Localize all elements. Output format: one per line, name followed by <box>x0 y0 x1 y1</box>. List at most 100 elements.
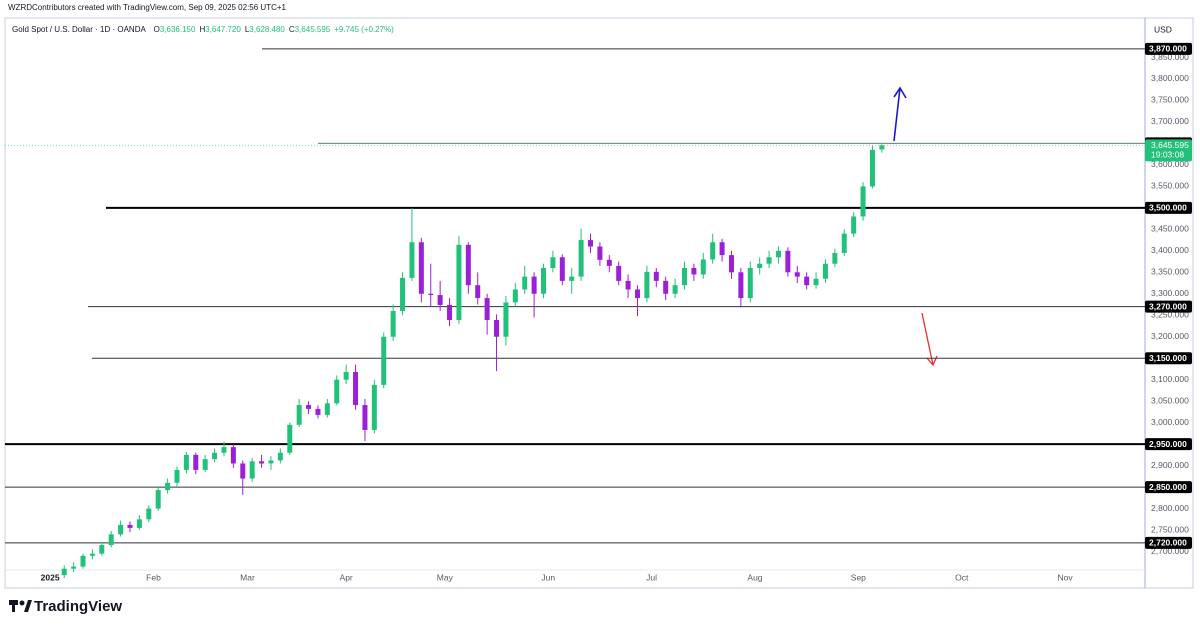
level-label: 3,870.000 <box>1149 44 1187 54</box>
candle-body <box>747 268 753 299</box>
candle-body <box>136 519 142 528</box>
candle-body <box>860 186 866 217</box>
legend-value: 3,647.720 <box>205 25 241 34</box>
candle-body <box>447 304 453 320</box>
y-tick-label: 3,550.000 <box>1151 181 1189 191</box>
legend-value: 3,628.480 <box>249 25 285 34</box>
symbol-legend: Gold Spot / U.S. Dollar · 1D · OANDA O3,… <box>12 25 394 34</box>
candle-body <box>578 240 584 277</box>
candle-body <box>512 289 518 303</box>
x-tick-label: Feb <box>146 572 161 582</box>
candle-body <box>738 272 744 299</box>
candle-body <box>146 508 152 520</box>
candle-body <box>193 454 199 470</box>
legend-prefix: H <box>199 25 205 34</box>
candle-body <box>813 278 819 286</box>
candle-body <box>61 568 67 576</box>
candle-body <box>785 250 791 273</box>
candle-body <box>681 268 687 286</box>
candle-body <box>569 276 575 281</box>
x-tick-label: Mar <box>240 572 255 582</box>
candle-body <box>390 310 396 337</box>
candle-body <box>155 490 161 509</box>
candle-body <box>165 482 171 491</box>
x-tick-label: Apr <box>340 572 353 582</box>
candle-body <box>794 272 800 277</box>
candle-body <box>804 276 810 286</box>
y-tick-label: 3,100.000 <box>1151 374 1189 384</box>
candle-body <box>588 240 594 247</box>
down-arrow <box>921 312 938 367</box>
level-label: 3,270.000 <box>1149 301 1187 311</box>
brand-logo <box>9 600 32 612</box>
candle-body <box>644 271 650 299</box>
x-tick-label: Jul <box>646 572 657 582</box>
candle-body <box>174 469 180 483</box>
candle-body <box>832 252 838 264</box>
candle-body <box>869 149 875 187</box>
candle-body <box>240 463 246 479</box>
x-tick-label: Aug <box>747 572 762 582</box>
candle-body <box>89 553 95 556</box>
candle-body <box>559 257 565 281</box>
y-tick-label: 2,700.000 <box>1151 546 1189 556</box>
legend-prefix: L <box>245 25 250 34</box>
legend-prefix: C <box>289 25 295 34</box>
candle-body <box>851 216 857 234</box>
candle-body <box>381 336 387 385</box>
candle-body <box>625 280 631 290</box>
y-tick-label: 3,450.000 <box>1151 224 1189 234</box>
candle-body <box>606 259 612 266</box>
x-tick-label: 2025 <box>41 572 60 582</box>
y-tick-label: 3,250.000 <box>1151 310 1189 320</box>
y-tick-label: 3,350.000 <box>1151 267 1189 277</box>
legend-value: 3,636.150 <box>160 25 196 34</box>
candle-body <box>287 424 293 453</box>
candle-body <box>230 447 236 464</box>
x-tick-label: May <box>437 572 454 582</box>
candle-body <box>268 460 274 464</box>
y-tick-label: 3,850.000 <box>1151 52 1189 62</box>
brand: TradingView <box>34 598 122 615</box>
candle-body <box>484 298 490 320</box>
candle-body <box>663 280 669 294</box>
candle-body <box>334 379 340 404</box>
candle-body <box>127 524 133 528</box>
y-tick-label: 3,400.000 <box>1151 245 1189 255</box>
y-tick-label: 3,600.000 <box>1151 159 1189 169</box>
candle-body <box>212 452 218 460</box>
candle-body <box>541 268 547 294</box>
candle-body <box>879 145 885 150</box>
last-price-label: 3,645.595 <box>1151 140 1189 150</box>
candle-body <box>437 295 443 305</box>
candle-body <box>672 285 678 294</box>
candle-body <box>700 259 706 275</box>
level-badge <box>1145 481 1192 494</box>
candle-body <box>428 293 434 296</box>
y-tick-label: 2,800.000 <box>1151 503 1189 513</box>
attribution: WZRDContributors created with TradingVie… <box>8 3 287 12</box>
candle-body <box>719 242 725 256</box>
currency: USD <box>1154 24 1172 34</box>
last-price-badge <box>1145 139 1192 162</box>
y-tick-label: 3,300.000 <box>1151 288 1189 298</box>
level-badge <box>1145 352 1192 365</box>
candle-body <box>400 277 406 311</box>
candle-body <box>324 403 330 415</box>
y-tick-label: 3,000.000 <box>1151 417 1189 427</box>
level-badge <box>1145 300 1192 313</box>
candle-body <box>522 276 528 290</box>
candle-body <box>757 263 763 269</box>
x-tick-label: Sep <box>851 572 866 582</box>
candle-body <box>306 405 312 409</box>
candle-body <box>183 454 189 470</box>
candle-body <box>343 371 349 380</box>
level-label: 2,720.000 <box>1149 538 1187 548</box>
level-badge <box>1145 536 1192 549</box>
legend-prefix: O <box>154 25 160 34</box>
level-badge <box>1145 42 1192 55</box>
y-tick-label: 3,050.000 <box>1151 395 1189 405</box>
level-label: 2,850.000 <box>1149 482 1187 492</box>
candle-body <box>494 319 500 337</box>
